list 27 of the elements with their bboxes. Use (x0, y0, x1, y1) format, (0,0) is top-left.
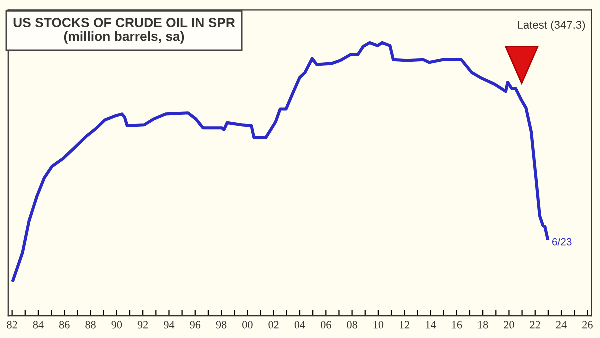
x-tick-label: 92 (138, 321, 148, 329)
text: Latest (347.3) (518, 20, 586, 32)
x-tick-label: 10 (374, 321, 384, 329)
x-tick-label: 26 (582, 321, 593, 329)
x-tick-label: 08 (347, 321, 358, 329)
chart-title: US STOCKS OF CRUDE OIL IN SPR (14, 18, 236, 28)
x-tick-label: 22 (530, 321, 540, 329)
x-tick-label: 20 (504, 321, 514, 329)
x-tick-label: 90 (112, 321, 122, 329)
annotation: 6/23 (552, 238, 572, 246)
x-tick-label: 00 (242, 321, 253, 329)
x-tick-label: 96 (190, 321, 201, 329)
x-tick-label: 16 (452, 321, 462, 329)
x-tick-label: 18 (478, 321, 488, 329)
x-tick-label: 98 (216, 321, 227, 329)
x-tick-label: 94 (164, 321, 175, 329)
x-tick-label: 14 (426, 321, 436, 329)
x-tick-label: 02 (268, 321, 279, 329)
x-tick-label: 88 (86, 321, 96, 329)
x-tick-label: 04 (294, 321, 306, 329)
x-tick-label: 84 (33, 321, 44, 329)
x-tick-label: 86 (59, 321, 70, 329)
chart-subtitle: (million barrels, sa) (64, 32, 184, 44)
x-tick-label: 82 (7, 321, 18, 329)
x-tick-label: 12 (400, 321, 410, 329)
x-tick-label: 06 (321, 321, 332, 329)
x-tick-label: 24 (556, 321, 567, 329)
